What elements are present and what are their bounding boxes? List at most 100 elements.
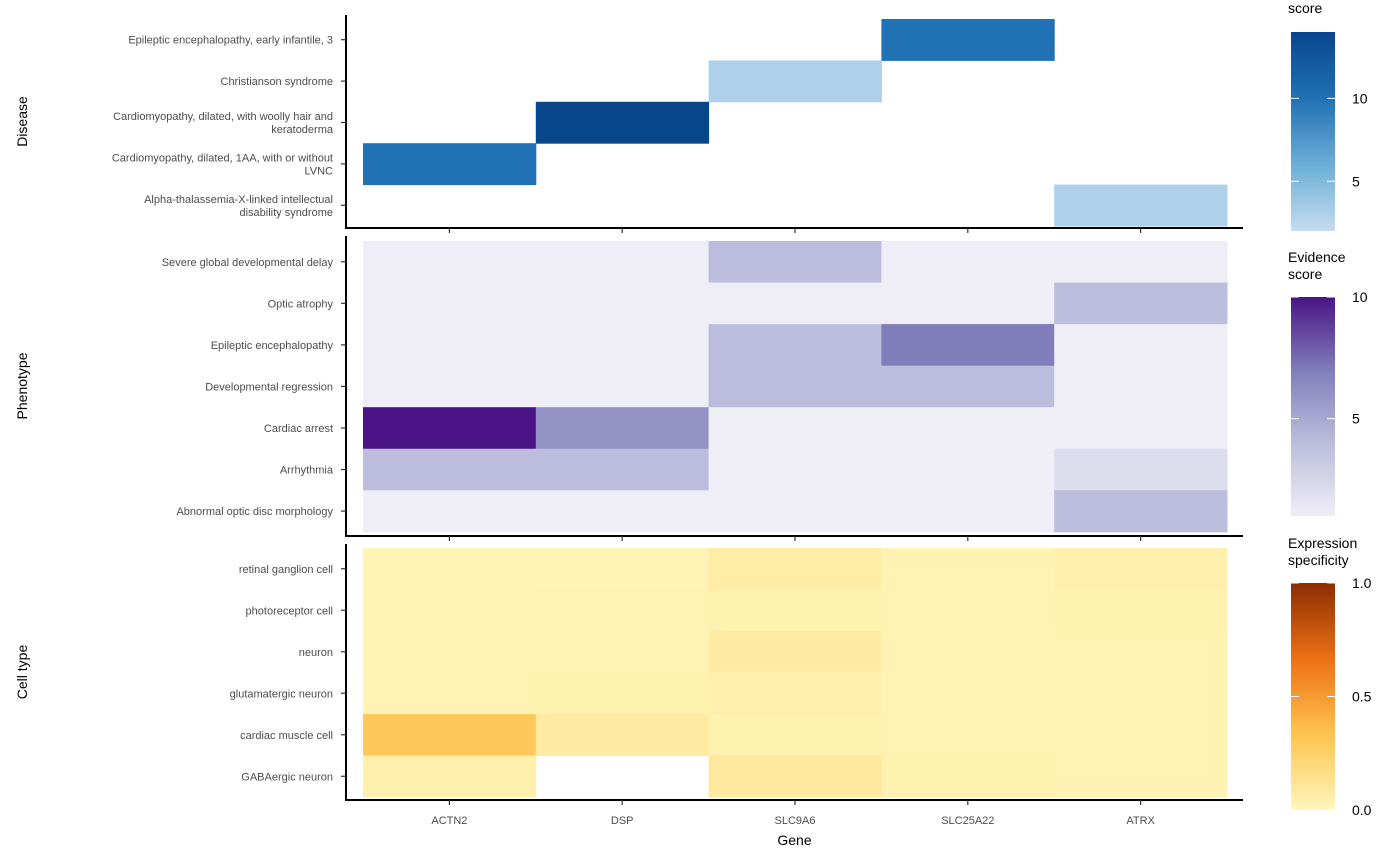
heatmap-cell: [535, 365, 710, 408]
legend-title: Expression: [1288, 535, 1357, 551]
legend-title: score: [1288, 266, 1322, 282]
heatmap-cell: [708, 589, 882, 632]
legend-tick-label: 0.5: [1352, 689, 1372, 705]
heatmap-cell: [881, 714, 1055, 756]
heatmap-cell: [1054, 755, 1228, 798]
heatmap-cell: [363, 365, 537, 408]
legend-tick-label: 10: [1352, 90, 1368, 106]
heatmap-cell: [1054, 631, 1228, 673]
heatmap-cell: [535, 324, 710, 367]
heatmap-cell: [881, 755, 1055, 798]
panel-disease: Epileptic encephalopathy, early infantil…: [14, 15, 1243, 233]
y-tick-label: retinal ganglion cell: [239, 564, 333, 576]
heatmap-cell: [363, 672, 537, 715]
heatmap-cell: [881, 282, 1055, 325]
heatmap-cell: [1054, 548, 1228, 590]
legend-tick-label: 5: [1352, 411, 1360, 427]
legend-disease: score 5 10: [1288, 0, 1368, 231]
heatmap-cell: [363, 448, 537, 491]
y-tick-label: Cardiac arrest: [264, 423, 333, 435]
y-tick-label: photoreceptor cell: [246, 605, 333, 617]
heatmap-cell: [881, 19, 1055, 61]
heatmap-cell: [535, 490, 710, 533]
heatmap-panels: Epileptic encephalopathy, early infantil…: [14, 15, 1243, 805]
x-tick-label: ATRX: [1126, 815, 1155, 827]
heatmap-cell: [708, 241, 882, 284]
heatmap-cell: [363, 143, 537, 186]
heatmap-cell: [535, 589, 710, 632]
y-tick-label: Abnormal optic disc morphology: [176, 506, 333, 518]
legend-tick-label: 10: [1352, 289, 1368, 305]
heatmap-cell: [708, 324, 882, 367]
heatmap-cell: [363, 282, 537, 325]
heatmap-cell: [1054, 407, 1228, 450]
heatmap-cell: [1054, 714, 1228, 756]
legend-tick-label: 5: [1352, 173, 1360, 189]
heatmap-cell: [881, 548, 1055, 590]
heatmap-cell: [708, 448, 882, 491]
heatmap-cell: [1054, 282, 1228, 325]
heatmap-cell: [535, 407, 710, 450]
heatmap-cell: [535, 672, 710, 715]
x-tick-label: SLC25A22: [941, 815, 994, 827]
y-tick-label: Arrhythmia: [280, 465, 334, 477]
heatmap-cell: [1054, 448, 1228, 491]
heatmap-cell: [535, 631, 710, 673]
heatmap-cell: [1054, 365, 1228, 408]
gene-axis: ACTN2 DSP SLC9A6 SLC25A22 ATRX Gene: [431, 815, 1155, 848]
legend-tick-label: 1.0: [1352, 575, 1372, 591]
heatmap-cell: [708, 282, 882, 325]
heatmap-cell: [363, 714, 537, 756]
y-tick-label: Epileptic encephalopathy, early infantil…: [128, 35, 333, 47]
heatmap-cell: [708, 365, 882, 408]
heatmap-cell: [535, 714, 710, 756]
legend-title: specificity: [1288, 552, 1349, 568]
legend-colorbar: [1291, 32, 1335, 231]
x-tick-label: DSP: [611, 815, 634, 827]
heatmap-cell: [535, 241, 710, 284]
y-tick-label: Epileptic encephalopathy: [211, 340, 334, 352]
heatmap-cell: [881, 672, 1055, 715]
heatmap-cell: [363, 407, 537, 450]
heatmap-cell: [708, 755, 882, 798]
y-axis-title: Disease: [14, 96, 30, 147]
heatmap-cell: [881, 490, 1055, 533]
panel-phenotype: Severe global developmental delay Optic a…: [14, 236, 1243, 541]
heatmap-cell: [1054, 589, 1228, 632]
heatmap-cell: [535, 101, 710, 144]
heatmap-cell: [1054, 241, 1228, 284]
heatmap-cell: [881, 241, 1055, 284]
legend-tick-label: 0.0: [1352, 802, 1372, 818]
heatmap-cell: [363, 631, 537, 673]
heatmap-cell: [708, 672, 882, 715]
y-tick-label: neuron: [299, 647, 333, 659]
x-tick-label: ACTN2: [431, 815, 467, 827]
heatmap-cell: [708, 631, 882, 673]
legend-title: score: [1288, 0, 1322, 16]
heatmap-cell: [363, 490, 537, 533]
heatmap-cell: [881, 631, 1055, 673]
heatmap-cell: [363, 241, 537, 284]
heatmap-cell: [1054, 324, 1228, 367]
heatmap-cell: [708, 714, 882, 756]
y-axis-title: Cell type: [14, 645, 30, 700]
y-tick-label: GABAergic neuron: [241, 771, 333, 783]
heatmap-cell: [708, 490, 882, 533]
y-tick-label: glutamatergic neuron: [230, 688, 333, 700]
heatmap-cell: [1054, 184, 1228, 227]
heatmap-cell: [363, 755, 537, 798]
heatmap-cell: [363, 548, 537, 590]
y-tick-label: Cardiomyopathy, dilated, with woolly hai…: [113, 111, 334, 136]
panel-cell-type: retinal ganglion cell photoreceptor cell n…: [14, 544, 1243, 805]
y-tick-label: cardiac muscle cell: [240, 730, 333, 742]
heatmap-cell: [708, 60, 882, 103]
y-tick-label: Optic atrophy: [268, 298, 334, 310]
y-tick-label: Cardiomyopathy, dilated, 1AA, with or wi…: [112, 152, 333, 177]
legend-title: Evidence: [1288, 249, 1346, 265]
x-axis-title: Gene: [777, 832, 811, 848]
heatmap-cell: [535, 448, 710, 491]
y-tick-label: Christianson syndrome: [221, 76, 334, 88]
